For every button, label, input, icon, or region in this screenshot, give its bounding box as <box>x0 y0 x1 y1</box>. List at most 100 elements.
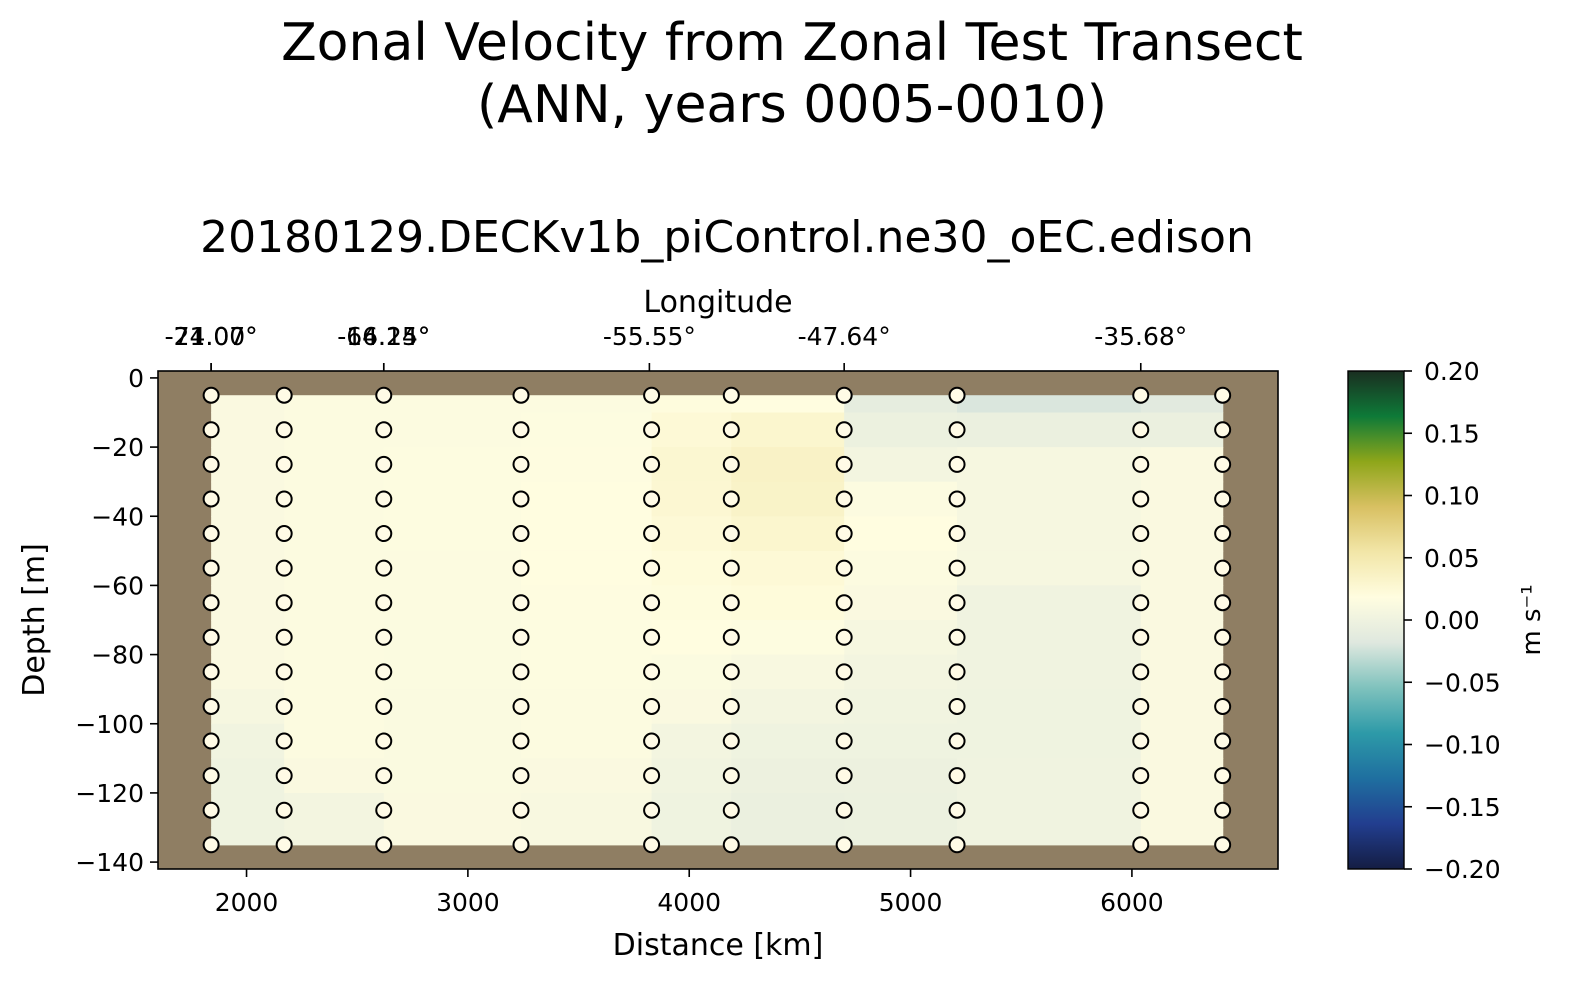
heatmap-cell <box>844 447 958 483</box>
heatmap-cell <box>383 447 522 483</box>
top-tick-label: -55.55° <box>603 322 696 351</box>
heatmap-cell <box>521 447 653 483</box>
heatmap-cell <box>957 447 1142 483</box>
station-marker <box>275 559 293 577</box>
heatmap-cell <box>844 689 958 725</box>
station-marker <box>1132 525 1150 543</box>
heatmap-cell <box>731 689 845 725</box>
station-marker <box>1132 594 1150 612</box>
heatmap-cell <box>1140 758 1224 794</box>
station-marker <box>275 697 293 715</box>
station-marker <box>1214 663 1232 681</box>
heatmap-cell <box>383 654 522 690</box>
station-marker <box>1214 559 1232 577</box>
heatmap-cell <box>1140 481 1224 517</box>
heatmap-cell <box>1140 723 1224 759</box>
station-marker <box>375 421 393 439</box>
heatmap-cell <box>1140 654 1224 690</box>
heatmap-cell <box>1140 447 1224 483</box>
station-marker <box>275 525 293 543</box>
x-tick-label: 3000 <box>436 888 500 917</box>
heatmap-cell <box>651 550 732 587</box>
heatmap-cell <box>844 550 958 587</box>
station-marker <box>202 697 220 715</box>
heatmap-cell <box>731 585 845 621</box>
heatmap-cell <box>651 792 732 829</box>
station-marker <box>375 386 393 404</box>
station-marker <box>1214 836 1232 854</box>
station-marker <box>948 559 966 577</box>
station-marker <box>948 732 966 750</box>
heatmap-cell <box>731 723 845 759</box>
heatmap-cell <box>731 395 845 414</box>
station-marker <box>512 697 530 715</box>
station-marker <box>512 628 530 646</box>
heatmap-cell <box>957 723 1142 759</box>
station-marker <box>1132 455 1150 473</box>
heatmap-cell <box>211 395 285 414</box>
station-marker <box>1214 421 1232 439</box>
station-marker <box>835 836 853 854</box>
station-marker <box>835 490 853 508</box>
station-marker <box>722 386 740 404</box>
station-marker <box>375 594 393 612</box>
heatmap-cell <box>383 689 522 725</box>
heatmap-cell <box>651 654 732 690</box>
station-marker <box>1132 663 1150 681</box>
station-marker <box>948 594 966 612</box>
station-marker <box>643 490 661 508</box>
station-marker <box>835 801 853 819</box>
heatmap-cell <box>521 689 653 725</box>
station-marker <box>643 767 661 785</box>
y-tick-label: −20 <box>91 433 144 462</box>
heatmap-cell <box>844 585 958 621</box>
heatmap-cell <box>211 620 285 656</box>
station-marker <box>835 628 853 646</box>
heatmap-cell <box>211 723 285 759</box>
heatmap-cell <box>731 481 845 517</box>
station-marker <box>512 663 530 681</box>
heatmap-cell <box>284 827 385 846</box>
heatmap-cell <box>1140 792 1224 829</box>
station-marker <box>512 490 530 508</box>
station-marker <box>202 663 220 681</box>
heatmap-cell <box>844 516 958 552</box>
y-tick-label: −60 <box>91 571 144 600</box>
heatmap-cell <box>284 585 385 621</box>
station-marker <box>722 628 740 646</box>
heatmap-cell <box>957 585 1142 621</box>
top-tick-label: -16.14° <box>337 322 430 351</box>
station-marker <box>643 732 661 750</box>
colorbar-tick-label: −0.20 <box>1424 855 1501 884</box>
heatmap-cell <box>844 481 958 517</box>
station-marker <box>512 525 530 543</box>
top-axis-label: Longitude <box>643 285 792 320</box>
heatmap-cell <box>284 689 385 725</box>
station-marker <box>722 697 740 715</box>
station-marker <box>275 732 293 750</box>
station-marker <box>1132 386 1150 404</box>
station-marker <box>202 594 220 612</box>
heatmap-cell <box>211 585 285 621</box>
station-marker <box>512 836 530 854</box>
heatmap-cell <box>211 447 285 483</box>
station-marker <box>275 801 293 819</box>
station-marker <box>643 697 661 715</box>
station-marker <box>948 663 966 681</box>
heatmap-cell <box>521 516 653 552</box>
station-marker <box>1214 732 1232 750</box>
heatmap-cell <box>844 792 958 829</box>
heatmap-cell <box>1140 395 1224 414</box>
station-marker <box>722 801 740 819</box>
heatmap-cell <box>957 654 1142 690</box>
heatmap-cell <box>844 620 958 656</box>
station-marker <box>1132 490 1150 508</box>
station-marker <box>512 732 530 750</box>
station-marker <box>1132 767 1150 785</box>
colorbar-tick-label: 0.10 <box>1424 482 1480 511</box>
heatmap-cell <box>521 550 653 587</box>
chart-subtitle: 20180129.DECKv1b_piControl.ne30_oEC.edis… <box>200 212 1254 263</box>
top-tick-label: -47.64° <box>798 322 891 351</box>
heatmap-cell <box>651 620 732 656</box>
